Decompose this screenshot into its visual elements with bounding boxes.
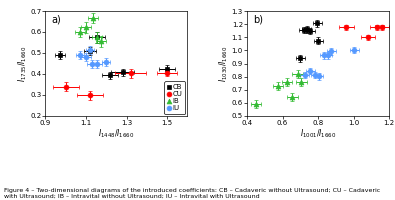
X-axis label: $I_{1448}/I_{1660}$: $I_{1448}/I_{1660}$: [98, 128, 135, 140]
Text: Figure 4 – Two-dimensional diagrams of the introduced coefficients: CB – Cadaver: Figure 4 – Two-dimensional diagrams of t…: [4, 188, 380, 199]
X-axis label: $I_{1001}/I_{1660}$: $I_{1001}/I_{1660}$: [300, 128, 336, 140]
Text: b): b): [253, 14, 263, 24]
Y-axis label: $I_{1735}/I_{1660}$: $I_{1735}/I_{1660}$: [16, 45, 28, 82]
Y-axis label: $I_{1030}/I_{1660}$: $I_{1030}/I_{1660}$: [218, 45, 230, 82]
Legend: CB, CU, IB, IU: CB, CU, IB, IU: [164, 81, 185, 114]
Text: a): a): [51, 14, 61, 24]
